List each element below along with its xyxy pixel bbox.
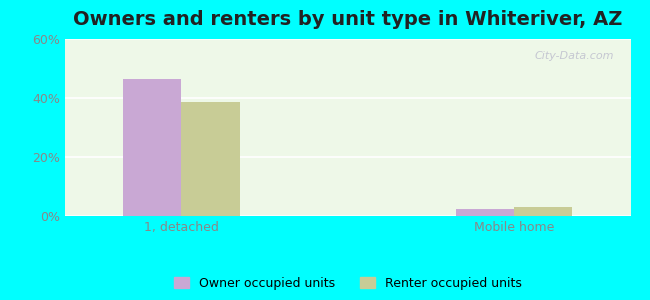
Legend: Owner occupied units, Renter occupied units: Owner occupied units, Renter occupied un… <box>169 272 526 295</box>
Title: Owners and renters by unit type in Whiteriver, AZ: Owners and renters by unit type in White… <box>73 10 623 29</box>
Text: City-Data.com: City-Data.com <box>534 51 614 62</box>
Bar <box>124 79 181 216</box>
Bar <box>181 102 240 216</box>
Bar <box>514 207 572 216</box>
Bar <box>456 208 514 216</box>
